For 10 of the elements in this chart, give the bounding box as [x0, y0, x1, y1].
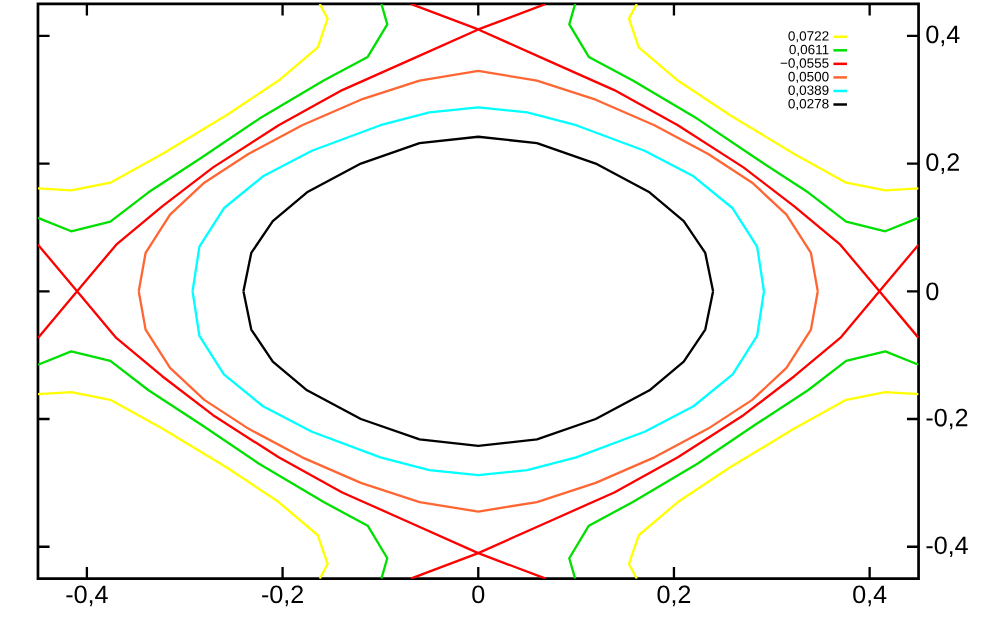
x-tick-label: 0,2 — [657, 585, 691, 607]
x-tick-label: -0,2 — [262, 585, 303, 607]
y-tick-label: 0,4 — [926, 25, 960, 47]
x-tick-label: -0,4 — [66, 585, 108, 607]
y-tick-label: -0,4 — [926, 536, 968, 558]
x-tick-label: 0 — [472, 585, 485, 604]
x-tick-label: 0,4 — [853, 585, 887, 607]
y-tick-label: -0,2 — [926, 409, 968, 430]
y-tick-label: 0 — [926, 282, 939, 301]
y-tick-label: 0,2 — [926, 153, 959, 175]
